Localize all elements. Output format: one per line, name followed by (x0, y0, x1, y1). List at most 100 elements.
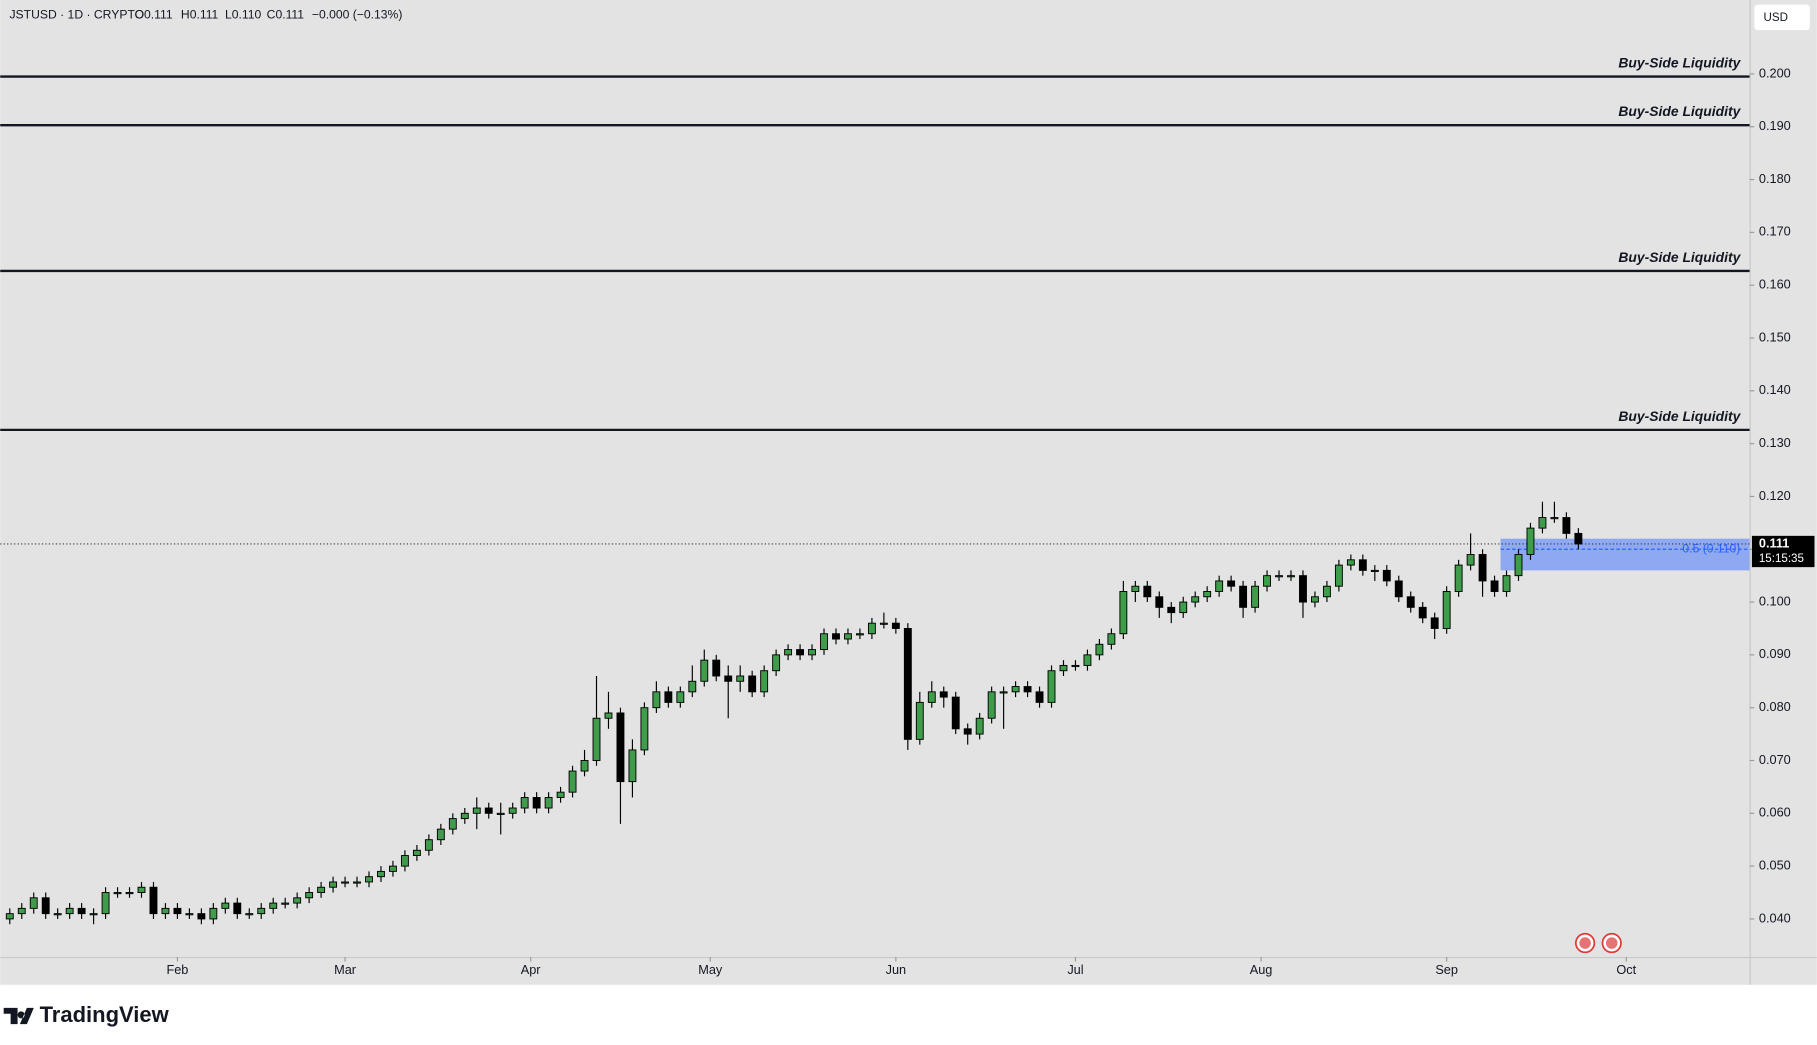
x-tick-label: May (698, 962, 723, 977)
x-tick-label: Jul (1067, 962, 1083, 977)
candle-body (736, 675, 745, 682)
candle-body (712, 659, 721, 677)
y-tick-label: 0.080 (1759, 699, 1791, 714)
candle-body (844, 633, 852, 640)
candle-body (1191, 596, 1200, 603)
candle-body (748, 675, 757, 693)
candle-body (1083, 654, 1092, 666)
candle-body (1514, 554, 1523, 577)
candle-body (101, 892, 110, 915)
ohlc-high: H0.111 (181, 7, 219, 21)
candle-body (772, 654, 781, 672)
candle-body (556, 791, 565, 798)
candle-body (1263, 575, 1271, 587)
candle-body (700, 659, 709, 682)
candle-body (1119, 591, 1128, 635)
x-tick-label: Mar (334, 962, 357, 977)
candle-body (209, 907, 218, 920)
y-tick-label: 0.130 (1759, 435, 1791, 450)
candle-body (568, 770, 577, 793)
candle-body (472, 807, 481, 814)
candle-body (1239, 585, 1248, 608)
candle-body (1562, 517, 1571, 534)
candle-body (1203, 591, 1212, 598)
candle-body (1023, 686, 1032, 693)
candle-body (496, 812, 505, 815)
candle-body (341, 881, 349, 884)
liquidity-label: Buy-Side Liquidity (1618, 103, 1741, 119)
candle-body (1370, 569, 1379, 572)
x-tick-label: Sep (1435, 962, 1458, 977)
candle-body (1382, 569, 1391, 582)
candle-body (879, 622, 888, 625)
candle-body (1502, 575, 1511, 592)
currency[interactable]: USD (1764, 12, 1788, 24)
ohlc-close: C0.111 (267, 7, 305, 21)
y-tick-label: 0.060 (1759, 805, 1791, 820)
candle-body (520, 796, 529, 809)
candle-body (41, 897, 50, 915)
liquidity-label: Buy-Side Liquidity (1618, 249, 1741, 265)
candle-body (1311, 596, 1319, 603)
candle-body (1095, 643, 1104, 656)
candle-body (29, 897, 38, 909)
candle-body (664, 691, 673, 703)
last-price-box (1751, 535, 1815, 568)
x-tick-label: Oct (1616, 962, 1636, 977)
brand-name: TradingView (40, 1002, 170, 1027)
candle-body (963, 728, 972, 735)
candle-body (808, 649, 816, 656)
candle-body (1299, 575, 1307, 603)
candle-body (532, 796, 541, 809)
candle-body (293, 897, 302, 904)
candle-body (820, 633, 828, 651)
candle-body (1071, 664, 1080, 668)
candle-body (592, 717, 601, 761)
candle-body (987, 691, 996, 719)
candle-body (724, 675, 733, 682)
candle-body (508, 807, 517, 814)
candle-body (1454, 564, 1463, 592)
currency-box[interactable] (1754, 4, 1810, 31)
candle-body (436, 828, 445, 841)
candle-body (1406, 596, 1415, 608)
candle-body (1251, 585, 1260, 608)
y-tick-label: 0.190 (1759, 118, 1791, 133)
candle-body (448, 818, 457, 830)
liquidity-label: Buy-Side Liquidity (1618, 55, 1741, 71)
candle-body (951, 696, 960, 730)
candle-body (652, 691, 661, 709)
candle-body (891, 622, 900, 629)
candle-body (616, 712, 625, 783)
candle-body (1538, 517, 1547, 529)
candle-body (5, 913, 14, 920)
candle-body (329, 881, 338, 888)
y-tick-label: 0.160 (1759, 277, 1791, 292)
candle-body (796, 649, 805, 656)
candle-body (1334, 564, 1343, 587)
candle-body (1394, 580, 1403, 598)
candle-body (676, 691, 685, 703)
candle-body (640, 707, 649, 751)
candle-body (628, 749, 637, 783)
countdown: 15:15:35 (1759, 553, 1804, 565)
y-tick-label: 0.120 (1759, 488, 1791, 503)
candle-body (245, 913, 254, 916)
candle-body (65, 907, 74, 915)
candle-body (77, 907, 86, 915)
candle-body (412, 849, 421, 857)
y-tick-label: 0.040 (1759, 910, 1791, 925)
last-price-badge: 0.111 15:15:35 (1751, 535, 1815, 568)
candle-body (1275, 575, 1283, 578)
candle-body (1131, 585, 1140, 592)
y-tick-label: 0.200 (1759, 65, 1791, 80)
candle-body (185, 913, 194, 916)
candle-body (915, 701, 924, 740)
candle-body (1035, 691, 1044, 703)
ohlc-open: O0.111 (135, 7, 173, 21)
y-tick-label: 0.180 (1759, 171, 1791, 186)
candle-body (377, 870, 385, 878)
x-tick-label: Jun (886, 962, 907, 977)
